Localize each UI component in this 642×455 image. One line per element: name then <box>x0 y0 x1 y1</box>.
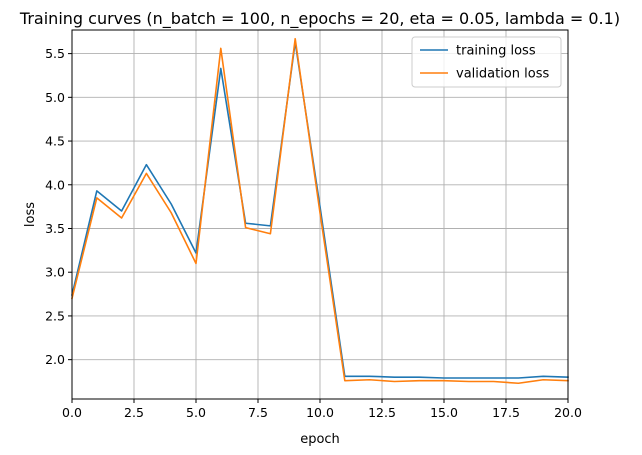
data-point-validation-loss <box>146 173 148 175</box>
y-tick-label: 4.5 <box>45 134 65 149</box>
x-tick-label: 5.0 <box>186 405 206 420</box>
y-tick-label: 3.5 <box>45 221 65 236</box>
data-point-training-loss <box>96 190 98 192</box>
x-tick-label: 15.0 <box>430 405 458 420</box>
axis-ticks: 0.0 2.5 5.0 7.5 10.0 12.5 15.0 17.5 20.0 2.0 2.5 3.… <box>45 46 582 420</box>
legend-box <box>411 36 562 88</box>
series-line-validation-loss <box>71 37 569 385</box>
data-point-validation-loss <box>344 380 346 382</box>
data-point-training-loss <box>170 203 172 205</box>
x-tick-label: 7.5 <box>248 405 268 420</box>
x-tick-label: 12.5 <box>368 405 396 420</box>
series-lines <box>71 37 569 385</box>
data-point-training-loss <box>542 375 544 377</box>
y-tick-label: 4.0 <box>45 177 65 192</box>
data-point-validation-loss <box>195 263 197 265</box>
y-tick-label: 2.0 <box>45 352 65 367</box>
data-point-training-loss <box>418 376 420 378</box>
data-point-training-loss <box>468 377 470 379</box>
data-point-training-loss <box>146 164 148 166</box>
grid <box>71 30 569 399</box>
data-point-validation-loss <box>170 212 172 214</box>
legend-label-validation-loss: validation loss <box>456 67 549 82</box>
data-point-validation-loss <box>369 379 371 381</box>
data-point-validation-loss <box>518 382 520 384</box>
data-point-validation-loss <box>96 197 98 199</box>
y-tick-label: 2.5 <box>45 308 65 323</box>
data-point-validation-loss <box>220 48 222 50</box>
y-tick-label: 5.5 <box>45 46 65 61</box>
data-point-training-loss <box>394 376 396 378</box>
data-point-validation-loss <box>542 379 544 381</box>
x-tick-label: 0.0 <box>62 405 82 420</box>
legend-label-training-loss: training loss <box>456 44 536 59</box>
x-tick-label: 17.5 <box>492 405 520 420</box>
x-tick-label: 10.0 <box>306 405 334 420</box>
data-point-training-loss <box>518 377 520 379</box>
data-point-training-loss <box>493 377 495 379</box>
data-point-training-loss <box>220 68 222 70</box>
data-point-validation-loss <box>418 380 420 382</box>
data-point-training-loss <box>443 377 445 379</box>
series-line-training-loss <box>71 41 569 379</box>
x-tick-label: 2.5 <box>124 405 144 420</box>
x-axis-label: epoch <box>300 432 340 447</box>
chart-title: Training curves (n_batch = 100, n_epochs… <box>19 9 620 29</box>
data-point-validation-loss <box>294 38 296 40</box>
data-point-validation-loss <box>443 380 445 382</box>
data-point-validation-loss <box>270 233 272 235</box>
data-point-validation-loss <box>245 227 247 229</box>
data-point-validation-loss <box>493 381 495 383</box>
data-point-validation-loss <box>394 381 396 383</box>
y-axis-label: loss <box>23 202 38 227</box>
data-point-training-loss <box>369 375 371 377</box>
data-point-training-loss <box>121 210 123 212</box>
x-tick-label: 20.0 <box>554 405 582 420</box>
legend: training loss validation loss <box>411 36 562 88</box>
data-point-validation-loss <box>468 381 470 383</box>
data-point-validation-loss <box>121 217 123 219</box>
data-point-validation-loss <box>319 212 321 214</box>
y-tick-label: 3.0 <box>45 265 65 280</box>
y-tick-label: 5.0 <box>45 90 65 105</box>
